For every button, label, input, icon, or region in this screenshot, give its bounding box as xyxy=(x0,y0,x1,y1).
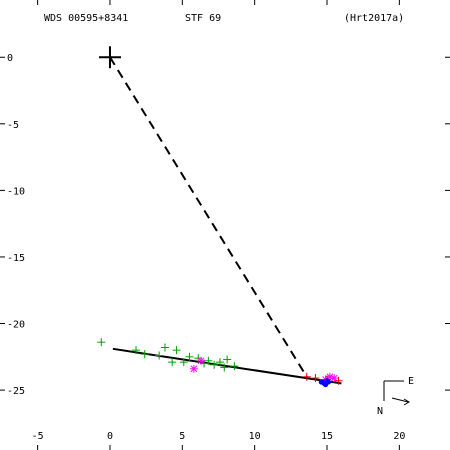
green-plus-point xyxy=(155,351,164,360)
compass-north-label: N xyxy=(377,406,383,417)
y-tick-labels: 0 -5 -10 -15 -20 -25 xyxy=(7,53,25,397)
compass-east-label: E xyxy=(408,376,414,387)
green-plus-point xyxy=(230,362,239,371)
magenta-star-point xyxy=(189,364,198,373)
x-tick-label: 0 xyxy=(107,431,113,442)
x-tick-label: -5 xyxy=(32,431,44,442)
connector-dashed-line xyxy=(109,56,308,378)
star-d2 xyxy=(190,365,198,373)
red-plus-point xyxy=(311,374,320,383)
green-plus-point xyxy=(215,358,224,367)
y-tick-label: -25 xyxy=(7,386,25,397)
ref-label: (Hrt2017a) xyxy=(344,13,404,24)
y-tick-label: -5 xyxy=(7,120,19,131)
x-tick-labels: -5 0 5 10 15 20 xyxy=(32,431,406,442)
y-tick-label: -15 xyxy=(7,253,25,264)
green-plus-point xyxy=(179,358,188,367)
x-tick-label: 15 xyxy=(321,431,333,442)
green-plus-point xyxy=(172,346,181,355)
data-points xyxy=(97,338,343,388)
y-axis-ticks-right xyxy=(445,56,450,391)
wds-label: WDS 00595+8341 xyxy=(44,13,128,24)
green-plus-point xyxy=(204,356,213,365)
disc-label: STF 69 xyxy=(185,13,221,24)
green-plus-point xyxy=(132,346,141,355)
magenta-star-point xyxy=(197,356,206,365)
fitted-line xyxy=(112,347,342,385)
x-tick-label: 5 xyxy=(179,431,185,442)
y-tick-label: -20 xyxy=(7,320,25,331)
green-plus-point xyxy=(220,363,229,372)
green-plus-point xyxy=(97,338,106,347)
green-plus-point xyxy=(210,360,219,369)
blue-dot-point xyxy=(323,382,329,388)
y-axis-ticks xyxy=(0,56,5,391)
plot-lines xyxy=(109,56,342,385)
magenta-star-point xyxy=(330,374,339,383)
compass-arrowhead xyxy=(403,398,410,406)
green-plus-point xyxy=(223,355,232,364)
x-tick-label: 10 xyxy=(249,431,261,442)
red-plus-point xyxy=(302,372,311,381)
compass-motion-arrow xyxy=(391,397,409,403)
star-d2 xyxy=(197,357,205,365)
primary-star-marker xyxy=(98,46,121,69)
x-tick-label: 20 xyxy=(393,431,405,442)
green-plus-point xyxy=(140,350,149,359)
x-axis-ticks xyxy=(37,0,400,450)
star-d2 xyxy=(330,374,338,382)
compass: E N xyxy=(377,376,414,417)
green-plus-point xyxy=(168,358,177,367)
red-plus-point xyxy=(334,376,343,385)
green-plus-point xyxy=(185,352,194,361)
y-tick-label: 0 xyxy=(7,53,13,64)
green-plus-point xyxy=(160,343,169,352)
y-tick-label: -10 xyxy=(7,186,25,197)
